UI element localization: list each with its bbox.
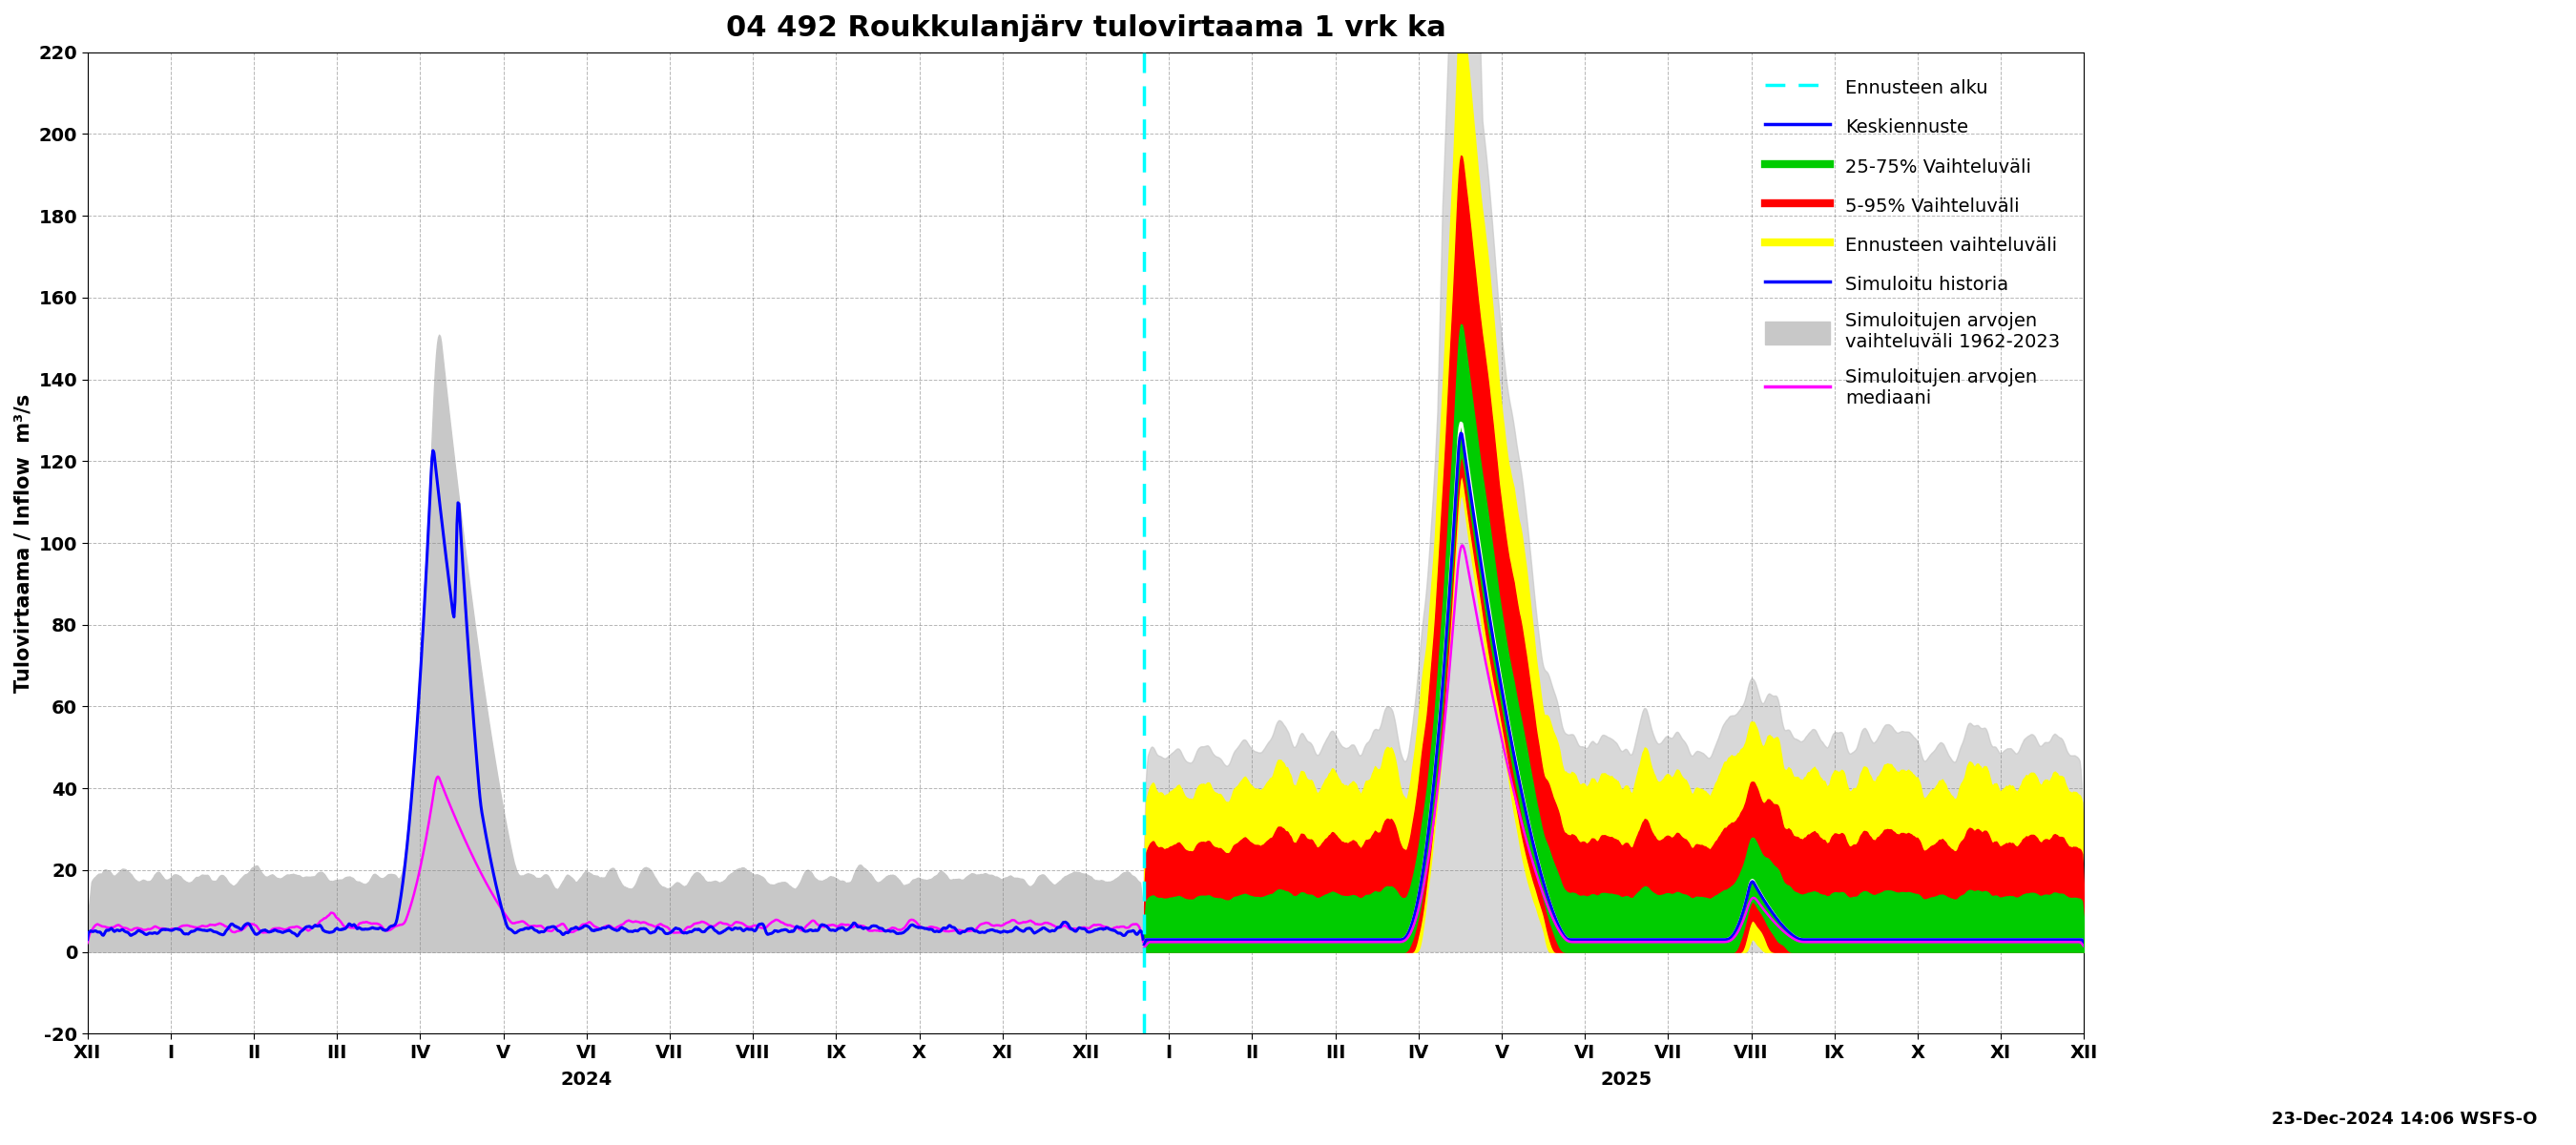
- Text: 2025: 2025: [1600, 1071, 1651, 1089]
- Y-axis label: Tulovirtaama / Inflow  m³/s: Tulovirtaama / Inflow m³/s: [15, 394, 33, 693]
- Text: 23-Dec-2024 14:06 WSFS-O: 23-Dec-2024 14:06 WSFS-O: [2272, 1111, 2537, 1128]
- Title: 04 492 Roukkulanjärv tulovirtaama 1 vrk ka: 04 492 Roukkulanjärv tulovirtaama 1 vrk …: [726, 14, 1445, 42]
- Text: 2024: 2024: [562, 1071, 613, 1089]
- Legend: Ennusteen alku, Keskiennuste, 25-75% Vaihteluväli, 5-95% Vaihteluväli, Ennusteen: Ennusteen alku, Keskiennuste, 25-75% Vai…: [1752, 62, 2074, 423]
